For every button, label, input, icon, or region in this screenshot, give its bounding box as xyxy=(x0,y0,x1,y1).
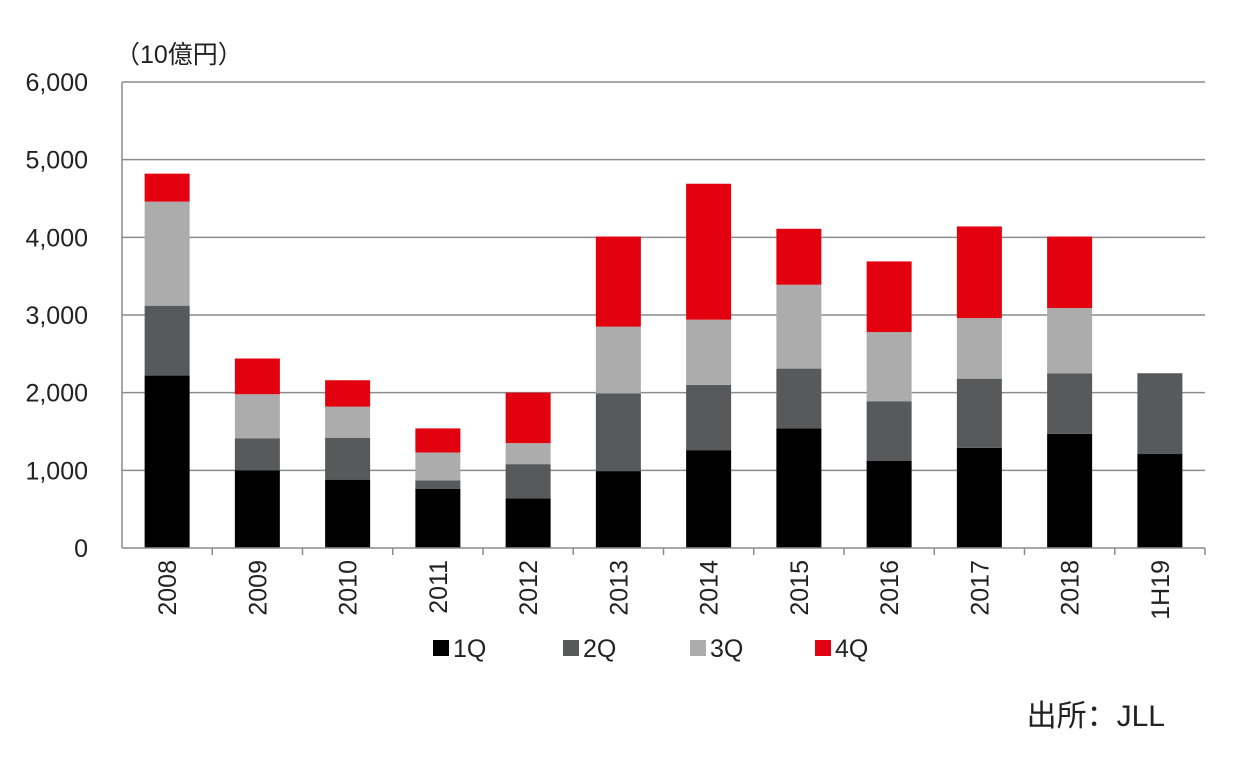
bar-segment-4q xyxy=(415,428,461,453)
bar-segment-1q xyxy=(505,498,551,548)
bar-segment-4q xyxy=(325,380,371,407)
bar-segment-1q xyxy=(234,470,280,548)
bar-segment-1q xyxy=(595,471,641,548)
y-tick-label: 3,000 xyxy=(25,302,88,330)
bar-segment-4q xyxy=(686,183,732,320)
bar-segment-2q xyxy=(1137,373,1183,455)
x-tick-label: 2016 xyxy=(876,560,904,616)
bar-segment-2q xyxy=(866,401,912,462)
bar-segment-1q xyxy=(956,447,1002,548)
bar-segment-1q xyxy=(1047,433,1093,548)
x-tick-label: 2018 xyxy=(1057,560,1085,616)
bar-segment-4q xyxy=(866,261,912,333)
x-tick-label: 2015 xyxy=(786,560,814,616)
bar-segment-1q xyxy=(144,375,190,548)
bar-segment-3q xyxy=(1047,308,1093,374)
bar-segment-2q xyxy=(595,393,641,472)
bar-segment-3q xyxy=(505,443,551,465)
y-tick-label: 1,000 xyxy=(25,457,88,485)
x-tick-label: 2008 xyxy=(154,560,182,616)
y-tick-label: 6,000 xyxy=(25,69,88,97)
bar-segment-2q xyxy=(505,464,551,499)
bar-segment-1q xyxy=(325,479,371,548)
bar-segment-1q xyxy=(415,488,461,548)
bar-segment-1q xyxy=(1137,454,1183,548)
bar-segment-3q xyxy=(595,326,641,394)
legend-swatch-3q xyxy=(690,640,706,656)
y-axis-unit-label: （10億円） xyxy=(115,41,243,69)
legend-label-2q: 2Q xyxy=(583,635,616,663)
axes: 0 1,000 2,000 3,000 4,000 5,000 6,000 2008 2009 2… xyxy=(25,69,1206,620)
x-tick-label: 2009 xyxy=(244,560,272,616)
source-note: 出所：JLL xyxy=(1027,700,1165,733)
bar-segment-1q xyxy=(776,428,822,548)
bar-segment-2q xyxy=(1047,373,1093,434)
x-tick-label: 2017 xyxy=(966,560,994,616)
y-tick-label: 5,000 xyxy=(25,147,88,175)
legend-swatch-1q xyxy=(433,640,449,656)
bar-segment-1q xyxy=(866,461,912,548)
y-tick-label: 0 xyxy=(74,535,88,563)
bar-segment-3q xyxy=(686,319,732,385)
legend: 1Q 2Q 3Q 4Q xyxy=(433,635,868,663)
bar-segment-2q xyxy=(415,480,461,489)
legend-label-4q: 4Q xyxy=(835,635,868,663)
bar-segment-3q xyxy=(144,201,190,306)
bar-segment-2q xyxy=(686,384,732,451)
bar-segment-4q xyxy=(776,228,822,285)
bar-segment-4q xyxy=(1047,236,1093,309)
bar-segment-2q xyxy=(956,378,1002,448)
legend-label-3q: 3Q xyxy=(710,635,743,663)
bar-segment-2q xyxy=(776,368,822,429)
bar-segment-3q xyxy=(325,406,371,438)
x-tick-label: 2011 xyxy=(425,560,453,614)
bar-segment-3q xyxy=(956,318,1002,379)
bar-segment-3q xyxy=(776,284,822,369)
legend-label-1q: 1Q xyxy=(453,635,486,663)
y-tick-label: 2,000 xyxy=(25,380,88,408)
gridlines xyxy=(122,81,1205,472)
bar-segment-4q xyxy=(234,358,280,395)
bar-segment-1q xyxy=(686,450,732,548)
bar-segment-4q xyxy=(505,392,551,444)
bar-segment-3q xyxy=(234,394,280,439)
x-tick-label: 2013 xyxy=(605,560,633,616)
x-tick-label: 1H19 xyxy=(1147,560,1175,620)
bar-segment-2q xyxy=(144,305,190,376)
bars xyxy=(144,173,1183,548)
legend-swatch-4q xyxy=(815,640,831,656)
x-tick-label: 2014 xyxy=(696,560,724,616)
bar-segment-4q xyxy=(595,236,641,327)
bar-segment-3q xyxy=(866,332,912,402)
bar-segment-2q xyxy=(234,438,280,471)
bar-segment-4q xyxy=(956,226,1002,319)
bar-segment-2q xyxy=(325,437,371,480)
bar-segment-4q xyxy=(144,173,190,202)
bar-segment-3q xyxy=(415,452,461,481)
x-tick-label: 2010 xyxy=(335,560,363,616)
legend-swatch-2q xyxy=(563,640,579,656)
x-tick-label: 2012 xyxy=(515,560,543,616)
y-tick-label: 4,000 xyxy=(25,224,88,252)
